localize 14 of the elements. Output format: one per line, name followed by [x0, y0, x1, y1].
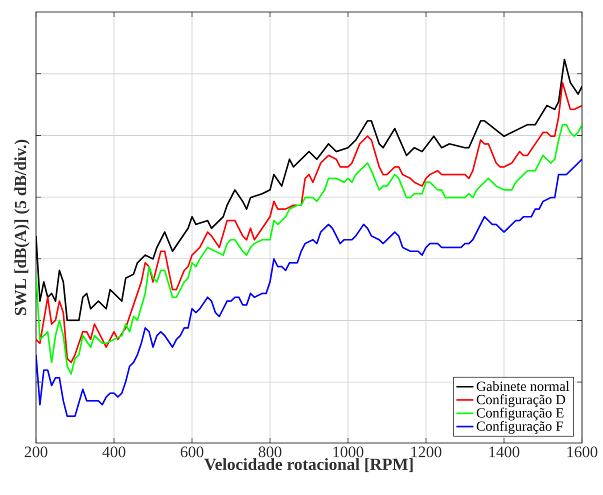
x-tick-label: 1000: [333, 446, 364, 458]
x-tick-label: 800: [258, 446, 282, 458]
legend-label: Gabinete normal: [476, 381, 570, 391]
x-tick-label: 400: [102, 446, 126, 458]
x-tick-label: 1200: [411, 446, 442, 458]
legend-label: Configuração F: [476, 420, 563, 434]
y-axis-title: SWL [dB(A)] (5 dB/div.): [14, 140, 30, 316]
legend-label: Configuração D: [476, 394, 566, 408]
legend-label: Configuração E: [476, 408, 564, 420]
x-axis-title: Velocidade rotacional [RPM]: [204, 458, 413, 472]
x-tick-label: 1600: [567, 446, 598, 458]
x-tick-label: 200: [24, 446, 48, 458]
x-tick-label: 1400: [489, 446, 520, 458]
x-tick-label: 600: [180, 446, 204, 458]
